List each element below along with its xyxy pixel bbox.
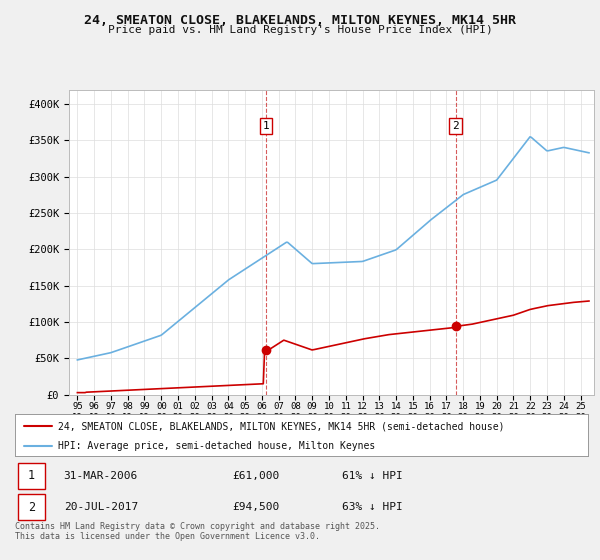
Text: 63% ↓ HPI: 63% ↓ HPI xyxy=(341,502,403,512)
Text: 61% ↓ HPI: 61% ↓ HPI xyxy=(341,470,403,480)
Text: 2: 2 xyxy=(452,121,459,131)
Text: HPI: Average price, semi-detached house, Milton Keynes: HPI: Average price, semi-detached house,… xyxy=(58,441,375,451)
Text: 24, SMEATON CLOSE, BLAKELANDS, MILTON KEYNES, MK14 5HR (semi-detached house): 24, SMEATON CLOSE, BLAKELANDS, MILTON KE… xyxy=(58,421,505,431)
Text: 1: 1 xyxy=(263,121,269,131)
Text: 1: 1 xyxy=(28,469,35,482)
Text: £61,000: £61,000 xyxy=(233,470,280,480)
Text: £94,500: £94,500 xyxy=(233,502,280,512)
Text: Contains HM Land Registry data © Crown copyright and database right 2025.
This d: Contains HM Land Registry data © Crown c… xyxy=(15,522,380,542)
FancyBboxPatch shape xyxy=(18,463,46,488)
Text: 31-MAR-2006: 31-MAR-2006 xyxy=(64,470,138,480)
Text: 24, SMEATON CLOSE, BLAKELANDS, MILTON KEYNES, MK14 5HR: 24, SMEATON CLOSE, BLAKELANDS, MILTON KE… xyxy=(84,14,516,27)
Text: Price paid vs. HM Land Registry's House Price Index (HPI): Price paid vs. HM Land Registry's House … xyxy=(107,25,493,35)
Text: 2: 2 xyxy=(28,501,35,514)
Text: 20-JUL-2017: 20-JUL-2017 xyxy=(64,502,138,512)
FancyBboxPatch shape xyxy=(18,494,46,520)
